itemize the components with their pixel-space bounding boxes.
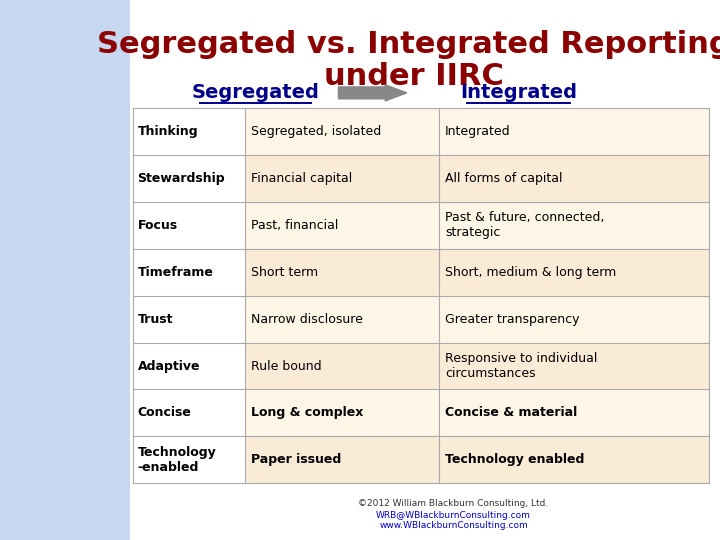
Text: Integrated: Integrated xyxy=(460,83,577,103)
Text: Segregated: Segregated xyxy=(192,83,320,103)
Text: Integrated: Integrated xyxy=(445,125,510,138)
Text: www.WBlackburnConsulting.com: www.WBlackburnConsulting.com xyxy=(379,522,528,530)
Text: Segregated, isolated: Segregated, isolated xyxy=(251,125,381,138)
Text: Stewardship: Stewardship xyxy=(138,172,225,185)
Text: Concise: Concise xyxy=(138,407,192,420)
Text: Responsive to individual
circumstances: Responsive to individual circumstances xyxy=(445,352,598,380)
Text: Adaptive: Adaptive xyxy=(138,360,200,373)
Text: Technology
-enabled: Technology -enabled xyxy=(138,446,216,474)
Text: Trust: Trust xyxy=(138,313,173,326)
Text: Focus: Focus xyxy=(138,219,178,232)
Text: Financial capital: Financial capital xyxy=(251,172,352,185)
Text: Thinking: Thinking xyxy=(138,125,198,138)
Text: Past, financial: Past, financial xyxy=(251,219,338,232)
Text: WRB@WBlackburnConsulting.com: WRB@WBlackburnConsulting.com xyxy=(376,511,531,520)
Text: Short term: Short term xyxy=(251,266,318,279)
Text: Rule bound: Rule bound xyxy=(251,360,321,373)
Text: Long & complex: Long & complex xyxy=(251,407,363,420)
Text: Short, medium & long term: Short, medium & long term xyxy=(445,266,616,279)
Text: under IIRC: under IIRC xyxy=(324,62,504,91)
Text: Timeframe: Timeframe xyxy=(138,266,213,279)
Text: Paper issued: Paper issued xyxy=(251,454,341,467)
Text: Technology enabled: Technology enabled xyxy=(445,454,585,467)
Text: ©2012 William Blackburn Consulting, Ltd.: ©2012 William Blackburn Consulting, Ltd. xyxy=(359,499,549,508)
Text: Past & future, connected,
strategic: Past & future, connected, strategic xyxy=(445,211,604,239)
Text: Concise & material: Concise & material xyxy=(445,407,577,420)
Text: Narrow disclosure: Narrow disclosure xyxy=(251,313,362,326)
Text: Greater transparency: Greater transparency xyxy=(445,313,580,326)
Text: Segregated vs. Integrated Reporting: Segregated vs. Integrated Reporting xyxy=(97,30,720,59)
Text: All forms of capital: All forms of capital xyxy=(445,172,562,185)
